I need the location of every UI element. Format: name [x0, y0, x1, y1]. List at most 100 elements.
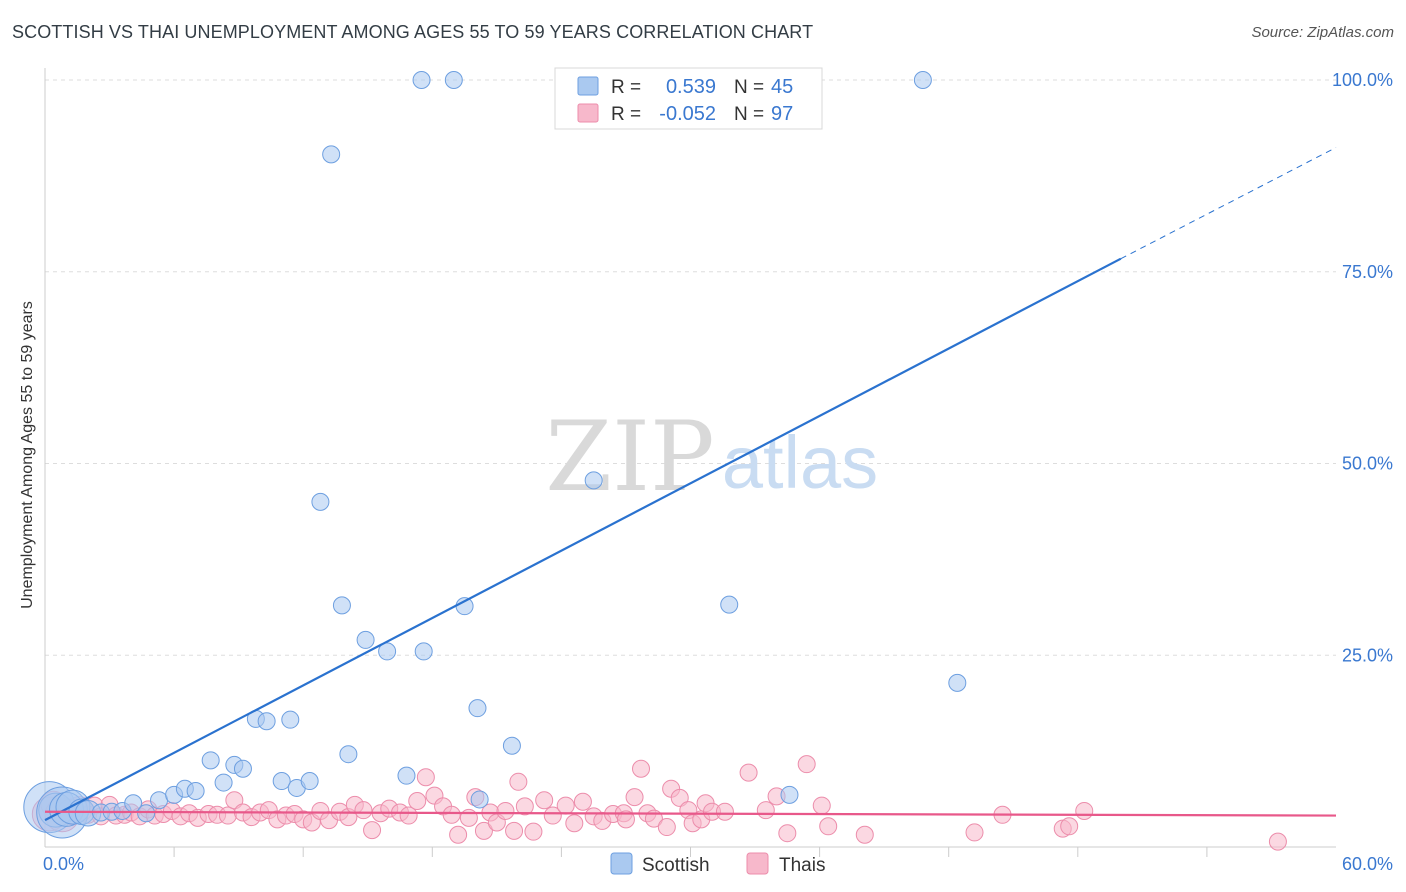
scottish-point — [468, 699, 487, 718]
thai-n-value: 97 — [771, 103, 793, 125]
thai-swatch — [577, 103, 599, 123]
scottish-point — [948, 673, 967, 692]
thai-point — [442, 805, 461, 824]
thai-point — [573, 792, 592, 811]
scottish-point — [233, 759, 252, 778]
thai-point — [632, 759, 651, 778]
scottish-point — [356, 630, 375, 649]
scottish-point — [322, 145, 341, 164]
scottish-point — [470, 790, 489, 809]
scottish-point — [186, 782, 205, 801]
y-tick-label: 75.0% — [1342, 262, 1393, 282]
series-legend: Scottish Thais — [610, 852, 825, 876]
thai-point — [225, 791, 244, 810]
thai-point — [715, 802, 734, 821]
scottish-point — [257, 712, 276, 731]
y-tick-label: 25.0% — [1342, 645, 1393, 665]
scottish-r-label: R = — [611, 77, 641, 98]
thai-point — [449, 825, 468, 844]
scottish-point — [378, 642, 397, 661]
thai-point — [616, 810, 635, 829]
scottish-point — [780, 785, 799, 804]
watermark-atlas: atlas — [722, 421, 878, 504]
scottish-r-value: 0.539 — [666, 76, 716, 98]
scottish-point — [272, 772, 291, 791]
thai-point — [670, 788, 689, 807]
thai-r-value: -0.052 — [659, 103, 716, 125]
thai-point — [819, 817, 838, 836]
thai-point — [778, 824, 797, 843]
trend-lines — [44, 147, 1337, 822]
thai-point — [363, 821, 382, 840]
thai-point — [965, 823, 984, 842]
thai-point — [1075, 801, 1094, 820]
x-tick-label: 0.0% — [43, 854, 84, 874]
thai-point — [543, 806, 562, 825]
scottish-point — [332, 596, 351, 615]
thai-point — [505, 821, 524, 840]
scottish-point — [214, 773, 233, 792]
thai-point — [625, 788, 644, 807]
scottish-point — [201, 751, 220, 770]
chart-title: SCOTTISH VS THAI UNEMPLOYMENT AMONG AGES… — [12, 22, 814, 42]
scottish-point — [720, 595, 739, 614]
thai-r-label: R = — [611, 104, 641, 125]
thai-point — [1268, 832, 1287, 851]
scottish-trend-extension — [1120, 147, 1337, 260]
thai-point — [524, 822, 543, 841]
axes — [44, 68, 1336, 857]
scottish-swatch — [577, 76, 599, 96]
thai-point — [509, 772, 528, 791]
thai-point — [515, 797, 534, 816]
thai-point — [408, 791, 427, 810]
legend-thai-swatch — [746, 852, 769, 875]
thai-point — [812, 796, 831, 815]
thai-point — [416, 768, 435, 787]
scottish-n-value: 45 — [771, 76, 793, 98]
scottish-point — [150, 791, 169, 810]
x-tick-label: 60.0% — [1342, 854, 1393, 874]
scottish-point — [339, 745, 358, 764]
scottish-point — [311, 492, 330, 511]
scottish-n-label: N = — [734, 77, 764, 98]
legend-scottish-swatch — [610, 852, 633, 875]
scottish-point — [502, 736, 521, 755]
scottish-point — [414, 642, 433, 661]
legend-scottish-label: Scottish — [642, 855, 710, 876]
thai-point — [739, 763, 758, 782]
scottish-point — [444, 71, 463, 89]
thai-point — [354, 801, 373, 820]
scottish-trend-line — [44, 257, 1122, 822]
source-label: Source: ZipAtlas.com — [1251, 24, 1394, 41]
thai-point — [496, 801, 515, 820]
scottish-point — [137, 804, 156, 823]
thai-point — [1060, 817, 1079, 836]
thai-point — [855, 825, 874, 844]
scottish-point — [584, 471, 603, 490]
thai-point — [399, 806, 418, 825]
y-tick-label: 100.0% — [1332, 70, 1393, 90]
y-tick-label: 50.0% — [1342, 454, 1393, 474]
stats-legend: R = 0.539 N = 45 R = -0.052 N = 97 — [554, 67, 823, 130]
legend-thai-label: Thais — [779, 855, 825, 876]
scottish-point — [397, 766, 416, 785]
thai-point — [756, 801, 775, 820]
thai-point — [797, 755, 816, 774]
scottish-point — [281, 710, 300, 729]
scottish-point — [913, 71, 932, 89]
thai-point — [556, 796, 575, 815]
thai-point — [474, 821, 493, 840]
x-tick-labels: 0.0% 60.0% — [43, 854, 1393, 874]
scottish-point — [300, 772, 319, 791]
thai-point — [565, 814, 584, 833]
stats-legend-box — [554, 67, 823, 130]
thai-points — [31, 755, 1287, 851]
thai-n-label: N = — [734, 104, 764, 125]
gridlines — [45, 79, 1336, 656]
thai-point — [218, 806, 237, 825]
thai-trend-line — [44, 810, 1337, 817]
scottish-points — [23, 71, 967, 839]
thai-point — [657, 818, 676, 837]
y-tick-labels: 25.0% 50.0% 75.0% 100.0% — [1332, 70, 1393, 665]
